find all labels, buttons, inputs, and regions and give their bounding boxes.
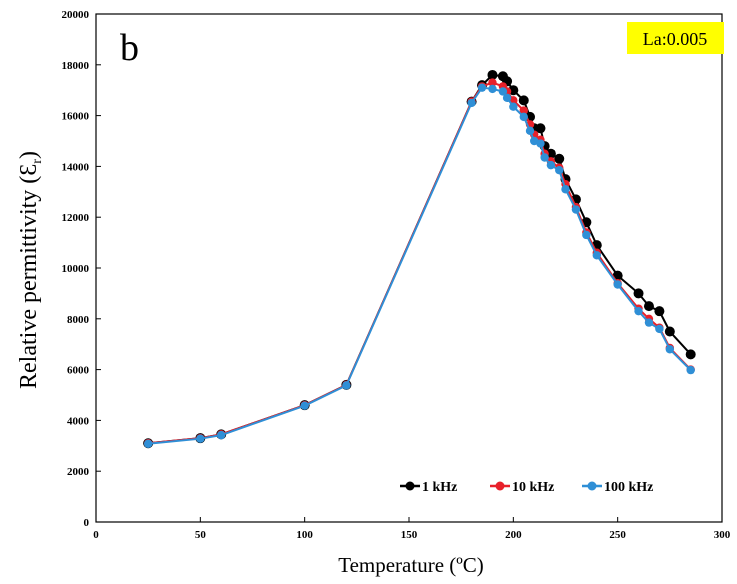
data-point: [217, 430, 226, 440]
data-point: [342, 381, 351, 390]
data-point: [555, 166, 564, 175]
y-tick-label: 14000: [62, 161, 90, 173]
data-point: [686, 365, 695, 375]
legend-label: 1 kHz: [422, 480, 457, 495]
x-tick-label: 200: [505, 529, 522, 541]
data-point: [654, 306, 665, 317]
data-point: [634, 306, 643, 316]
data-point: [509, 102, 518, 111]
y-tick-label: 10000: [62, 263, 90, 275]
data-point: [546, 160, 556, 170]
y-axis-title-main: Relative permittivity (Ɛ: [16, 164, 42, 389]
data-point: [540, 153, 549, 162]
y-tick-label: 16000: [62, 111, 90, 123]
y-tick-label: 0: [84, 517, 90, 529]
x-tick-label: 0: [93, 529, 99, 541]
data-point: [665, 345, 675, 354]
x-tick-label: 100: [296, 529, 313, 541]
panel-label: b: [120, 27, 139, 69]
y-axis-title-subscript: r: [30, 159, 45, 164]
data-point: [525, 126, 535, 136]
legend-marker: [495, 481, 505, 491]
data-point: [582, 230, 591, 240]
y-tick-label: 20000: [62, 9, 90, 21]
y-tick-label: 4000: [67, 415, 90, 427]
data-point: [143, 439, 153, 448]
data-point: [571, 205, 581, 214]
data-point: [300, 401, 309, 410]
data-point: [519, 106, 528, 115]
legend-marker: [405, 481, 415, 491]
data-point: [643, 301, 654, 312]
data-point: [519, 112, 528, 122]
y-axis-title-end: ): [16, 151, 42, 159]
badge-bg: [627, 22, 724, 54]
data-point: [561, 185, 570, 194]
data-point: [502, 93, 512, 103]
data-point: [536, 139, 545, 148]
data-point: [477, 83, 487, 92]
y-tick-label: 8000: [67, 314, 90, 326]
data-point: [554, 153, 565, 164]
data-point: [535, 123, 546, 134]
x-axis-title: Temperature (ºC): [338, 553, 484, 577]
x-tick-label: 50: [195, 529, 207, 541]
data-point: [518, 95, 529, 106]
data-point: [196, 434, 205, 443]
badge-text: La:0.005: [643, 29, 708, 49]
y-tick-label: 18000: [62, 60, 90, 72]
legend-label: 100 kHz: [604, 480, 653, 495]
data-point: [467, 98, 476, 108]
x-tick-label: 250: [609, 529, 626, 541]
data-point: [644, 318, 654, 327]
data-point: [664, 326, 675, 337]
data-point: [488, 78, 497, 87]
y-tick-label: 6000: [67, 365, 90, 377]
data-point: [685, 349, 696, 360]
legend-label: 10 kHz: [512, 480, 554, 495]
x-tick-label: 150: [401, 529, 418, 541]
y-tick-label: 12000: [62, 212, 90, 224]
data-point: [592, 251, 601, 260]
x-tick-label: 300: [714, 529, 731, 541]
y-tick-label: 2000: [67, 466, 90, 478]
data-point: [655, 324, 664, 334]
y-axis-title: Relative permittivity (Ɛr): [16, 151, 45, 389]
data-point: [488, 84, 497, 94]
data-point: [633, 288, 644, 299]
data-point: [487, 69, 498, 80]
data-point: [498, 87, 508, 96]
data-point: [613, 280, 622, 289]
legend-marker: [587, 481, 597, 491]
